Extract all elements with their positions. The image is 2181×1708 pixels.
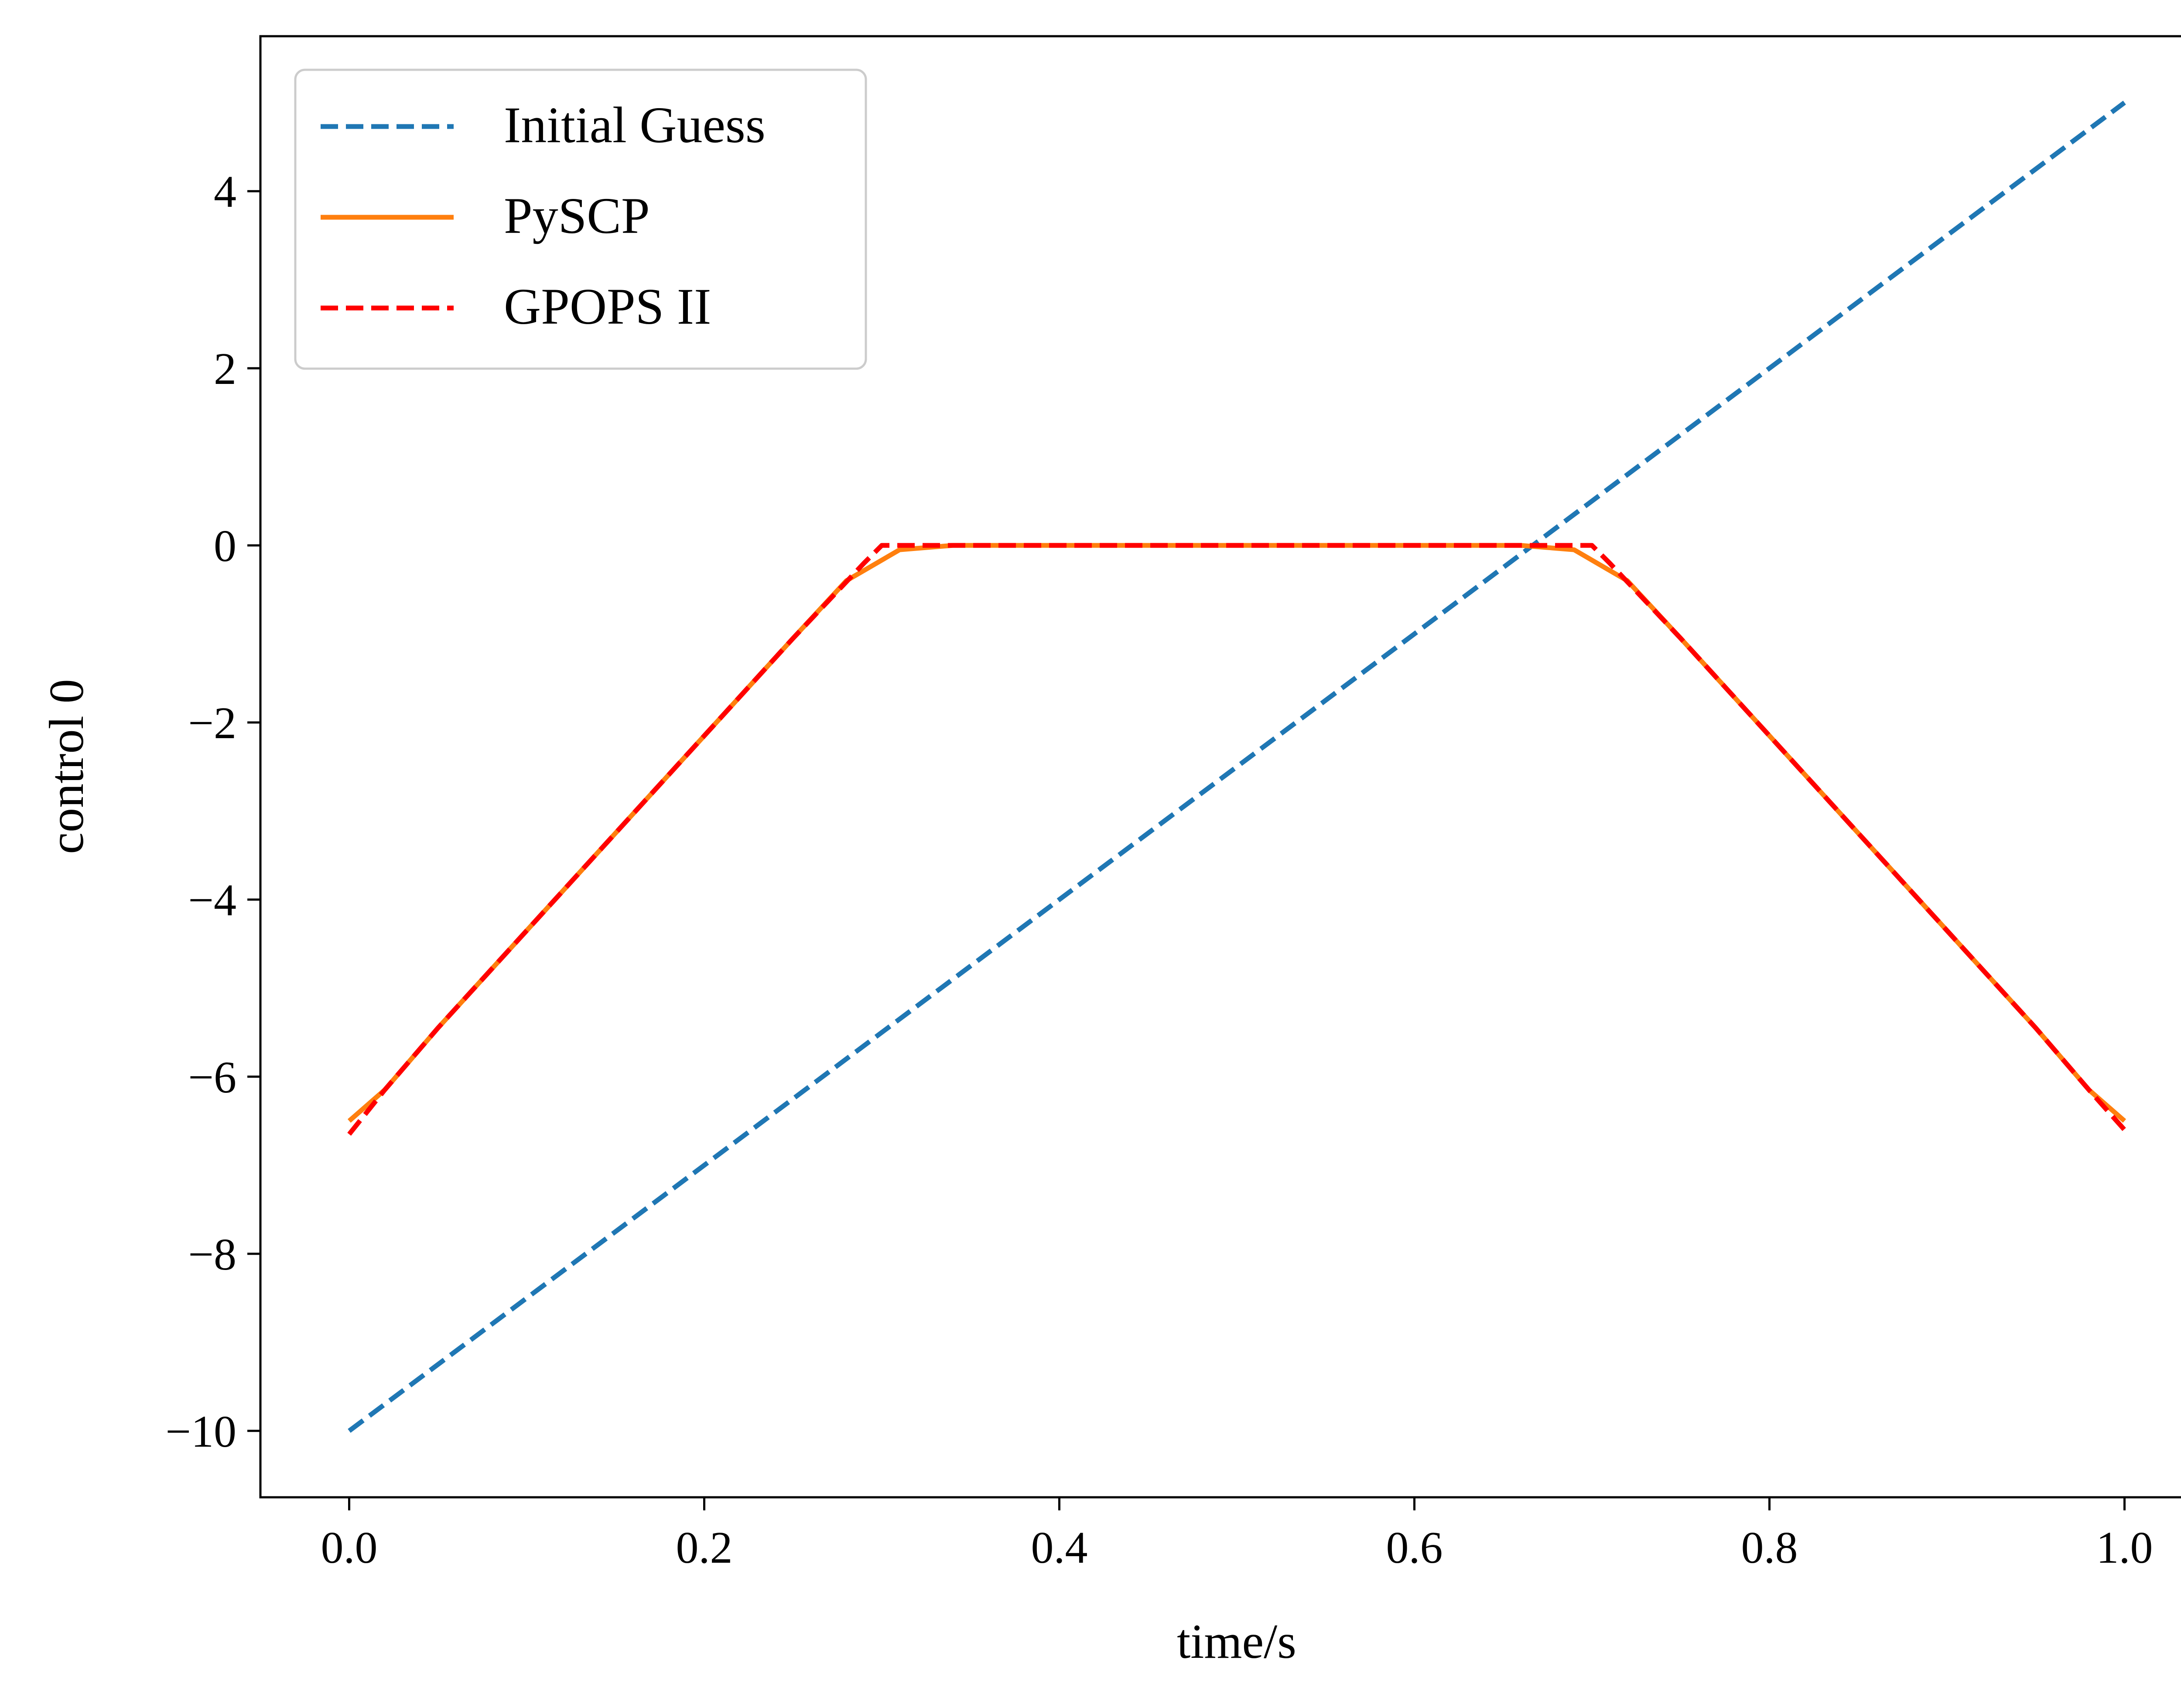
- series-line-initial-guess: [348, 100, 2126, 1433]
- y-tick-label: −10: [165, 1407, 236, 1457]
- y-tick-label: −8: [188, 1229, 236, 1280]
- y-tick-label: −4: [188, 875, 236, 925]
- y-tick-label: 4: [214, 167, 236, 217]
- legend: Initial Guess PySCP GPOPS II: [294, 68, 867, 370]
- legend-label-initial-guess: Initial Guess: [504, 96, 766, 154]
- y-tick-label: 2: [214, 344, 236, 394]
- plot-frame: [259, 35, 2181, 1499]
- legend-box: [294, 68, 867, 370]
- x-tick-label: 0.4: [1031, 1523, 1088, 1573]
- y-tick-label: 0: [214, 521, 236, 571]
- legend-label-gpops-ii: GPOPS II: [504, 278, 711, 335]
- x-tick-label: 0.8: [1741, 1523, 1798, 1573]
- x-axis-label: time/s: [1177, 1615, 1296, 1669]
- x-tick-label: 0.0: [321, 1523, 378, 1573]
- series-line-gpops-ii: [347, 543, 2126, 1136]
- y-axis-label: control 0: [40, 679, 94, 854]
- y-tick-label: −2: [188, 698, 236, 748]
- x-tick-label: 0.6: [1386, 1523, 1443, 1573]
- legend-label-pyscp: PySCP: [504, 187, 650, 244]
- x-tick-label: 0.2: [676, 1523, 733, 1573]
- x-tick-label: 1.0: [2096, 1523, 2153, 1573]
- y-tick-label: −6: [188, 1052, 236, 1102]
